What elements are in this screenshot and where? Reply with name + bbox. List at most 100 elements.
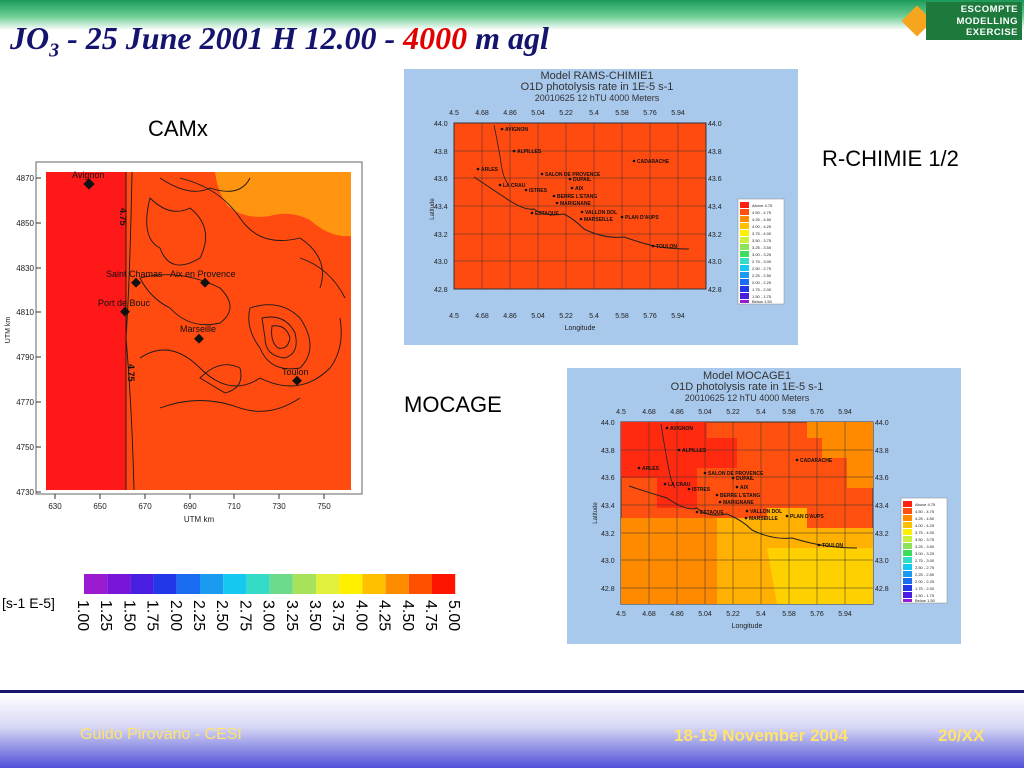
legend-entry: 2.00 - 2.25 bbox=[915, 579, 935, 584]
colorbar-tick-label: 3.00 bbox=[260, 600, 277, 631]
x-tick-label: 5.4 bbox=[756, 611, 766, 618]
legend-entry: 4.00 - 4.25 bbox=[915, 523, 935, 528]
camx-map: 4.75 4.75 Avignon Saint Chamas Aix en Pr… bbox=[5, 161, 363, 524]
x-tick-label: 670 bbox=[138, 502, 152, 511]
y-tick-label: 43.8 bbox=[708, 149, 722, 156]
y-tick-label: 4770 bbox=[16, 398, 34, 407]
colorbar-labels: 1.00 1.25 1.50 1.75 2.00 2.25 2.50 2.75 3.00 3.25… bbox=[74, 600, 462, 631]
colorbar-tick-label: 1.25 bbox=[97, 600, 114, 631]
header-band bbox=[0, 0, 1024, 30]
panel-date: 20010625 12 hTU 4000 Meters bbox=[685, 393, 810, 403]
legend-entry: 3.50 - 3.75 bbox=[752, 238, 772, 243]
city-label: ARLES bbox=[481, 167, 499, 173]
x-tick-label: 5.04 bbox=[531, 110, 545, 117]
y-tick-label: 43.0 bbox=[708, 259, 722, 266]
y-axis-label: UTM km bbox=[5, 317, 12, 344]
city-label: AVIGNON bbox=[670, 426, 693, 432]
colorbar-swatch bbox=[362, 574, 386, 594]
city-label: MARIGNANE bbox=[723, 500, 754, 506]
legend-entry: 4.25 - 4.50 bbox=[915, 516, 935, 521]
colorbar-swatch bbox=[385, 574, 409, 594]
x-tick-label: 4.86 bbox=[670, 409, 684, 416]
y-tick-label: 43.2 bbox=[434, 232, 448, 239]
y-tick-label: 43.0 bbox=[601, 558, 615, 565]
mocage-field-lowest bbox=[767, 548, 873, 604]
x-tick-label: 5.22 bbox=[559, 110, 573, 117]
x-tick-label: 690 bbox=[183, 502, 197, 511]
y-tick-label: 43.0 bbox=[434, 259, 448, 266]
footer-author: Guido Pirovano - CESI bbox=[80, 726, 242, 743]
legend-entry: 3.25 - 3.50 bbox=[752, 245, 772, 250]
y-tick-label: 44.0 bbox=[708, 121, 722, 128]
legend-entry: Above 4.75 bbox=[915, 502, 936, 507]
legend-entry: 3.75 - 4.00 bbox=[915, 530, 935, 535]
rams-legend: Above 4.75 4.50 - 4.75 4.25 - 4.50 4.00 … bbox=[737, 198, 785, 305]
mocage-panel: Model MOCAGE1 O1D photolysis rate in 1E-… bbox=[567, 368, 961, 644]
x-tick-label: 4.5 bbox=[616, 611, 626, 618]
legend-entry: 3.75 - 4.00 bbox=[752, 231, 772, 236]
city-label: ESTAQUE bbox=[700, 510, 724, 516]
x-tick-label: 630 bbox=[48, 502, 62, 511]
panel-subtitle: O1D photolysis rate in 1E-5 s-1 bbox=[671, 381, 824, 393]
city-label: LA CRAU bbox=[668, 482, 691, 488]
rams-chimie-panel: Model RAMS-CHIMIE1 O1D photolysis rate i… bbox=[404, 69, 798, 345]
city-label: Aix en Provence bbox=[170, 269, 236, 279]
city-label: AIX bbox=[740, 485, 749, 491]
y-tick-label: 4850 bbox=[16, 219, 34, 228]
mocage-legend: Above 4.75 4.50 - 4.75 4.25 - 4.50 4.00 … bbox=[900, 497, 948, 604]
x-tick-label: 750 bbox=[317, 502, 331, 511]
y-tick-label: 4830 bbox=[16, 264, 34, 273]
mocage-label: MOCAGE bbox=[404, 392, 502, 417]
colorbar-tick-label: 2.00 bbox=[167, 600, 184, 631]
legend-entry: 2.50 - 2.75 bbox=[752, 266, 772, 271]
footer-date: 18-19 November 2004 bbox=[674, 726, 848, 745]
y-tick-label: 43.0 bbox=[875, 558, 889, 565]
city-label: AVIGNON bbox=[505, 127, 528, 133]
y-tick-label: 42.8 bbox=[875, 586, 889, 593]
x-tick-label: 4.5 bbox=[449, 313, 459, 320]
colorbar-swatch bbox=[223, 574, 247, 594]
y-axis-label: Latitude bbox=[593, 502, 599, 524]
mocage-field-high bbox=[621, 422, 737, 508]
x-tick-label: 4.86 bbox=[503, 313, 517, 320]
colorbar-unit: [s-1 E-5] bbox=[2, 595, 55, 611]
x-tick-label: 5.4 bbox=[589, 110, 599, 117]
y-tick-label: 43.2 bbox=[708, 232, 722, 239]
legend-entry: 4.50 - 4.75 bbox=[752, 210, 772, 215]
legend-entry: 3.00 - 3.25 bbox=[915, 551, 935, 556]
colorbar-swatch bbox=[269, 574, 293, 594]
x-axis-label: UTM km bbox=[184, 515, 215, 524]
colorbar-tick-label: 4.75 bbox=[422, 600, 439, 631]
colorbar-swatch bbox=[130, 574, 154, 594]
colorbar-swatch bbox=[432, 574, 456, 594]
panel-title: Model MOCAGE1 bbox=[703, 370, 791, 382]
x-tick-label: 710 bbox=[227, 502, 241, 511]
camx-label: CAMx bbox=[148, 116, 208, 141]
x-tick-label: 5.94 bbox=[838, 611, 852, 618]
colorbar-swatch bbox=[339, 574, 363, 594]
x-tick-label: 5.94 bbox=[671, 313, 685, 320]
x-tick-label: 5.4 bbox=[756, 409, 766, 416]
escompte-logo: ESCOMPTE MODELLING EXERCISE bbox=[901, 2, 1022, 42]
city-label: VALLON DOL bbox=[750, 509, 782, 515]
x-axis-label: Longitude bbox=[565, 325, 596, 332]
y-tick-label: 42.8 bbox=[434, 287, 448, 294]
x-tick-label: 5.58 bbox=[782, 611, 796, 618]
city-label: ESTAQUE bbox=[535, 211, 559, 217]
mocage-field-mid bbox=[807, 422, 873, 488]
city-label: Avignon bbox=[72, 170, 104, 180]
colorbar-swatch bbox=[107, 574, 131, 594]
legend-entry: 1.75 - 2.00 bbox=[752, 287, 772, 292]
camx-field-high bbox=[46, 172, 126, 490]
city-label: Port de Bouc bbox=[98, 298, 151, 308]
colorbar-swatch bbox=[246, 574, 270, 594]
y-tick-label: 44.0 bbox=[601, 420, 615, 427]
city-label: PLAN D'AUPS bbox=[790, 514, 824, 520]
colorbar-swatch bbox=[200, 574, 224, 594]
city-label: ISTRES bbox=[692, 487, 711, 493]
x-tick-label: 5.94 bbox=[671, 110, 685, 117]
x-tick-label: 5.22 bbox=[726, 409, 740, 416]
y-tick-label: 43.4 bbox=[601, 503, 615, 510]
y-tick-label: 43.6 bbox=[601, 475, 615, 482]
panel-title: Model RAMS-CHIMIE1 bbox=[540, 70, 653, 82]
